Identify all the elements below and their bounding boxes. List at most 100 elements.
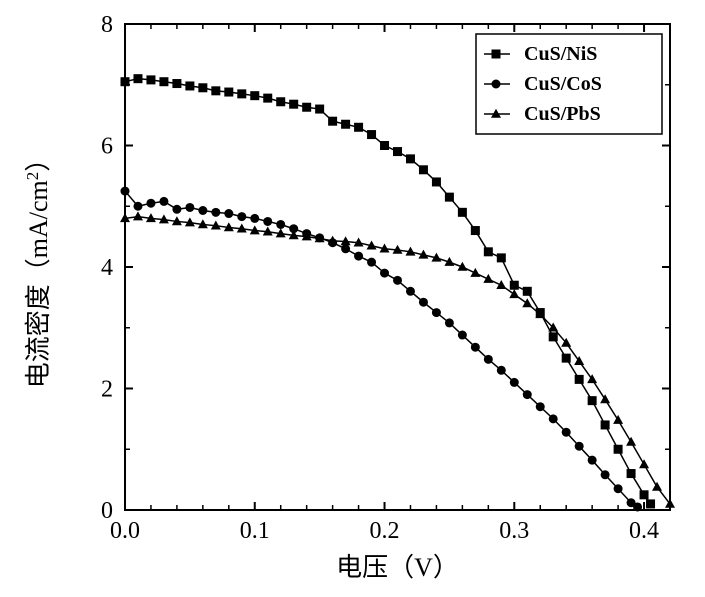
triangle-marker bbox=[483, 274, 493, 283]
square-marker bbox=[406, 154, 415, 163]
circle-marker bbox=[393, 276, 402, 285]
square-marker bbox=[445, 193, 454, 202]
circle-marker bbox=[237, 212, 246, 221]
square-marker bbox=[492, 50, 501, 59]
square-marker bbox=[497, 253, 506, 262]
square-marker bbox=[289, 100, 298, 109]
square-marker bbox=[341, 120, 350, 129]
chart-svg: 0.00.10.20.30.402468电压（V）电流密度（mA/cm2）CuS… bbox=[0, 0, 705, 597]
square-marker bbox=[250, 91, 259, 100]
circle-marker bbox=[445, 318, 454, 327]
circle-marker bbox=[633, 502, 642, 511]
triangle-marker bbox=[509, 289, 519, 298]
series-CuS/CoS bbox=[121, 187, 643, 512]
square-marker bbox=[237, 89, 246, 98]
square-marker bbox=[458, 208, 467, 217]
triangle-marker bbox=[133, 211, 143, 220]
triangle-marker bbox=[626, 437, 636, 446]
square-marker bbox=[393, 147, 402, 156]
circle-marker bbox=[380, 269, 389, 278]
ytick-label: 6 bbox=[101, 134, 113, 160]
circle-marker bbox=[588, 456, 597, 465]
square-marker bbox=[575, 375, 584, 384]
square-marker bbox=[549, 332, 558, 341]
square-marker bbox=[133, 74, 142, 83]
triangle-marker bbox=[470, 268, 480, 277]
circle-marker bbox=[458, 331, 467, 340]
circle-marker bbox=[276, 220, 285, 229]
circle-marker bbox=[367, 258, 376, 267]
square-marker bbox=[627, 469, 636, 478]
legend-label: CuS/PbS bbox=[524, 103, 601, 125]
circle-marker bbox=[419, 298, 428, 307]
square-marker bbox=[315, 105, 324, 114]
ytick-label: 4 bbox=[101, 255, 113, 281]
series-CuS/NiS bbox=[121, 74, 656, 508]
legend: CuS/NiS CuS/CoS CuS/PbS bbox=[476, 34, 662, 134]
circle-marker bbox=[549, 414, 558, 423]
circle-marker bbox=[341, 244, 350, 253]
circle-marker bbox=[575, 442, 584, 451]
triangle-marker bbox=[600, 394, 610, 403]
square-marker bbox=[354, 123, 363, 132]
square-marker bbox=[640, 490, 649, 499]
square-marker bbox=[198, 83, 207, 92]
x-axis-label: 电压（V） bbox=[336, 553, 459, 582]
circle-marker bbox=[523, 390, 532, 399]
circle-marker bbox=[471, 343, 480, 352]
xtick-label: 0.2 bbox=[370, 518, 400, 544]
square-marker bbox=[302, 103, 311, 112]
square-marker bbox=[172, 79, 181, 88]
square-marker bbox=[484, 247, 493, 256]
circle-marker bbox=[497, 366, 506, 375]
triangle-marker bbox=[496, 280, 506, 289]
circle-marker bbox=[198, 206, 207, 215]
circle-marker bbox=[172, 205, 181, 214]
circle-marker bbox=[492, 80, 501, 89]
square-marker bbox=[367, 130, 376, 139]
xtick-label: 0.4 bbox=[629, 518, 659, 544]
triangle-marker bbox=[522, 298, 532, 307]
circle-marker bbox=[432, 308, 441, 317]
square-marker bbox=[276, 97, 285, 106]
legend-label: CuS/NiS bbox=[524, 43, 597, 65]
circle-marker bbox=[146, 199, 155, 208]
xtick-label: 0.1 bbox=[240, 518, 270, 544]
circle-marker bbox=[510, 378, 519, 387]
circle-marker bbox=[121, 187, 130, 196]
xtick-label: 0.3 bbox=[499, 518, 529, 544]
circle-marker bbox=[354, 252, 363, 261]
legend-label: CuS/CoS bbox=[524, 73, 602, 95]
circle-marker bbox=[159, 197, 168, 206]
triangle-marker bbox=[613, 415, 623, 424]
circle-marker bbox=[211, 208, 220, 217]
square-marker bbox=[523, 287, 532, 296]
square-marker bbox=[380, 141, 389, 150]
square-marker bbox=[614, 445, 623, 454]
ytick-label: 0 bbox=[101, 498, 113, 524]
ytick-label: 8 bbox=[101, 12, 113, 38]
square-marker bbox=[601, 420, 610, 429]
square-marker bbox=[432, 177, 441, 186]
xtick-label: 0.0 bbox=[110, 518, 140, 544]
triangle-marker bbox=[639, 459, 649, 468]
circle-marker bbox=[133, 202, 142, 211]
square-marker bbox=[263, 94, 272, 103]
square-marker bbox=[562, 354, 571, 363]
square-marker bbox=[471, 226, 480, 235]
jv-chart-figure: 0.00.10.20.30.402468电压（V）电流密度（mA/cm2）CuS… bbox=[0, 0, 705, 597]
square-marker bbox=[510, 281, 519, 290]
square-marker bbox=[146, 75, 155, 84]
circle-marker bbox=[250, 214, 259, 223]
y-axis-label: 电流密度（mA/cm2） bbox=[23, 146, 53, 389]
square-marker bbox=[328, 117, 337, 126]
circle-marker bbox=[263, 217, 272, 226]
square-marker bbox=[646, 499, 655, 508]
square-marker bbox=[588, 396, 597, 405]
square-marker bbox=[185, 81, 194, 90]
square-marker bbox=[121, 77, 130, 86]
square-marker bbox=[211, 86, 220, 95]
circle-marker bbox=[614, 484, 623, 493]
square-marker bbox=[159, 77, 168, 86]
circle-marker bbox=[484, 355, 493, 364]
